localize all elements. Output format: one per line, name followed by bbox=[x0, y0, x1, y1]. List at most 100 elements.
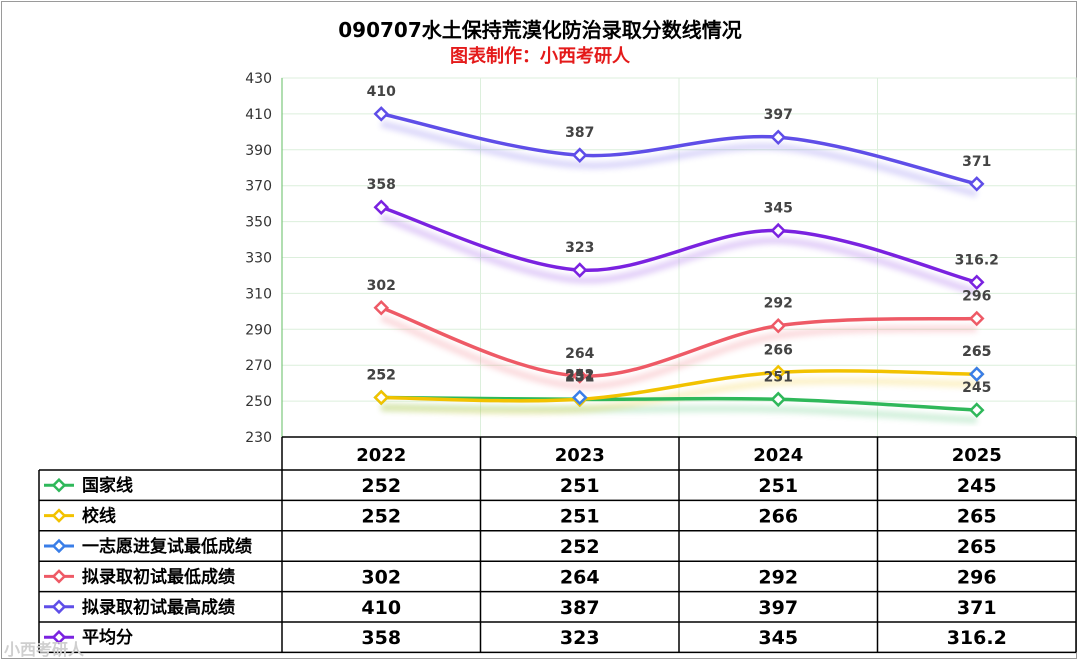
series-shadow bbox=[380, 213, 978, 296]
data-point bbox=[373, 299, 390, 316]
y-tick-label: 230 bbox=[245, 430, 272, 446]
legend-entry: 一志愿进复试最低成绩 bbox=[82, 536, 252, 557]
table-header-year: 2024 bbox=[753, 445, 803, 466]
watermark: 小西考研人 bbox=[4, 640, 85, 659]
data-label: 265 bbox=[962, 344, 991, 360]
table-cell: 371 bbox=[957, 597, 997, 619]
data-label: 387 bbox=[565, 125, 594, 141]
table-cell: 358 bbox=[361, 627, 401, 649]
data-point bbox=[770, 364, 787, 381]
table-header-year: 2022 bbox=[356, 445, 406, 466]
table-cell: 251 bbox=[560, 475, 600, 497]
data-point bbox=[373, 389, 390, 406]
y-tick-label: 310 bbox=[245, 286, 272, 302]
series-shadow bbox=[380, 120, 978, 198]
data-label: 251 bbox=[565, 369, 594, 385]
data-point bbox=[571, 389, 588, 406]
data-label: 266 bbox=[764, 342, 793, 358]
data-label: 316.2 bbox=[955, 252, 999, 268]
data-label: 252 bbox=[367, 368, 396, 384]
table-cell: 264 bbox=[560, 566, 600, 588]
data-point bbox=[571, 147, 588, 163]
table-cell: 316.2 bbox=[947, 627, 1007, 649]
data-label: 292 bbox=[764, 296, 793, 312]
data-label: 397 bbox=[764, 107, 793, 123]
table-cell: 296 bbox=[957, 566, 997, 588]
table-cell: 323 bbox=[560, 627, 600, 649]
legend-marker bbox=[51, 569, 67, 584]
table-cell: 252 bbox=[361, 475, 401, 497]
y-tick-label: 410 bbox=[245, 107, 272, 123]
legend-entry: 拟录取初试最高成绩 bbox=[82, 597, 235, 618]
y-tick-label: 250 bbox=[245, 394, 272, 410]
chart-title: 090707水土保持荒漠化防治录取分数线情况 bbox=[338, 18, 742, 42]
data-label: 251 bbox=[764, 369, 793, 385]
data-label: 264 bbox=[565, 346, 594, 362]
data-point bbox=[770, 129, 787, 146]
table-cell: 345 bbox=[758, 627, 798, 649]
series-shadow bbox=[381, 377, 977, 415]
data-label: 252 bbox=[565, 368, 594, 384]
data-point bbox=[571, 262, 588, 278]
data-label: 358 bbox=[367, 177, 396, 193]
table-cell: 265 bbox=[957, 506, 997, 528]
table-header-year: 2025 bbox=[952, 445, 1002, 466]
data-label: 265 bbox=[962, 344, 991, 360]
data-label: 245 bbox=[962, 380, 991, 396]
table-cell: 397 bbox=[758, 597, 798, 619]
legend-marker bbox=[51, 629, 67, 645]
legend-entry: 国家线 bbox=[82, 475, 133, 496]
data-label: 302 bbox=[367, 278, 396, 294]
y-tick-label: 350 bbox=[245, 215, 272, 231]
y-tick-label: 270 bbox=[245, 358, 272, 374]
table-cell: 252 bbox=[560, 536, 600, 558]
data-label: 410 bbox=[367, 84, 396, 100]
series-line bbox=[379, 205, 979, 285]
data-point bbox=[770, 317, 787, 334]
data-label: 296 bbox=[962, 289, 991, 305]
data-label: 251 bbox=[565, 369, 594, 385]
table-cell: 292 bbox=[758, 566, 798, 588]
y-tick-label: 430 bbox=[245, 71, 272, 87]
y-tick-label: 370 bbox=[245, 179, 272, 195]
legend-entry: 校线 bbox=[82, 506, 116, 527]
legend-entry: 拟录取初试最低成绩 bbox=[82, 566, 235, 587]
data-point bbox=[770, 391, 787, 408]
series-line bbox=[379, 369, 979, 403]
table-cell: 265 bbox=[957, 536, 997, 558]
table-header-year: 2023 bbox=[555, 445, 605, 466]
table-cell: 245 bbox=[957, 475, 997, 497]
data-point bbox=[571, 368, 588, 384]
table-cell: 410 bbox=[361, 597, 401, 619]
data-point bbox=[968, 402, 985, 418]
y-tick-label: 390 bbox=[245, 143, 272, 159]
table-cell: 251 bbox=[758, 475, 798, 497]
data-label: 345 bbox=[764, 201, 793, 217]
table-cell: 252 bbox=[361, 506, 401, 528]
legend-marker bbox=[51, 599, 67, 615]
legend-marker bbox=[51, 477, 67, 493]
legend-marker bbox=[51, 538, 67, 554]
table-cell: 251 bbox=[560, 506, 600, 528]
data-point bbox=[968, 366, 985, 382]
data-label: 323 bbox=[565, 240, 594, 256]
series-shadow bbox=[380, 314, 977, 390]
data-label: 252 bbox=[367, 368, 396, 384]
chart-subtitle: 图表制作：小西考研人 bbox=[450, 46, 630, 67]
data-point bbox=[968, 176, 985, 192]
data-point bbox=[373, 199, 390, 216]
data-point bbox=[968, 274, 985, 291]
legend-marker bbox=[51, 508, 67, 523]
y-tick-label: 330 bbox=[245, 251, 272, 267]
table-cell: 266 bbox=[758, 506, 798, 528]
data-point bbox=[968, 310, 985, 327]
table-cell: 302 bbox=[361, 566, 401, 588]
data-point bbox=[373, 106, 390, 122]
data-point bbox=[770, 222, 787, 239]
y-tick-label: 290 bbox=[245, 322, 272, 338]
series-line bbox=[379, 112, 979, 186]
table-cell: 387 bbox=[560, 597, 600, 619]
data-label: 371 bbox=[962, 154, 991, 170]
series-line bbox=[379, 306, 979, 378]
